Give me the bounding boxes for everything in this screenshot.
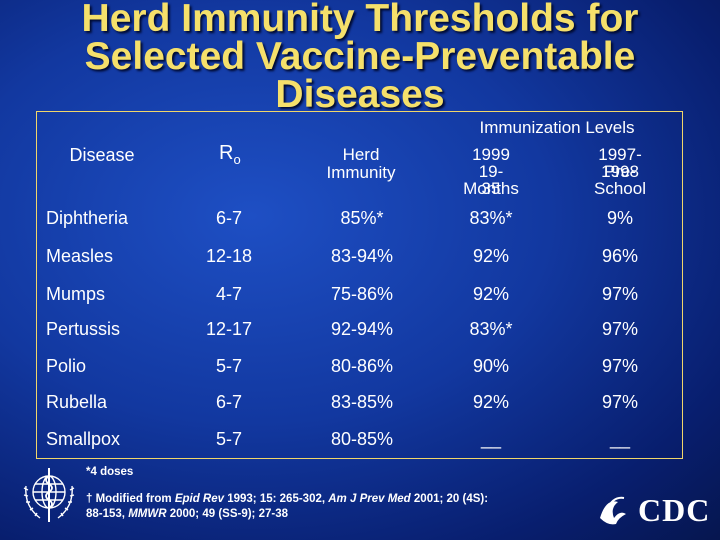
row-herd-immunity-value: 80-86% xyxy=(330,356,394,376)
footnote-doses: *4 doses xyxy=(86,466,134,478)
row-herd-immunity-value: 83-94% xyxy=(330,246,394,266)
cdc-logo-text: CDC xyxy=(638,492,711,528)
title-line-3: Diseases xyxy=(275,73,445,116)
title-line-1: Herd Immunity Thresholds for xyxy=(81,0,639,40)
cdc-logo-icon xyxy=(600,496,626,525)
row-disease-name: Polio xyxy=(46,356,87,376)
row-1997-coverage-value: 96% xyxy=(601,246,639,266)
row-1999-coverage-value: 92% xyxy=(472,246,510,266)
row-1999-coverage-value: 90% xyxy=(472,356,510,376)
row-herd-immunity-value: 92-94% xyxy=(330,319,394,339)
row-1999-coverage-value: 92% xyxy=(472,284,510,304)
title-line-2: Selected Vaccine-Preventable xyxy=(84,35,636,78)
row-1997-coverage-value: 9% xyxy=(606,208,634,228)
slide-title: Herd Immunity Thresholds for Selected Va… xyxy=(0,0,720,114)
row-disease-name: Mumps xyxy=(46,284,106,304)
row-1997-coverage-value: 97% xyxy=(601,319,639,339)
who-emblem-icon xyxy=(23,468,75,522)
row-r0-value: 12-18 xyxy=(205,246,253,266)
row-1999-coverage-value: 92% xyxy=(472,392,510,412)
row-1997-coverage-value: 97% xyxy=(601,392,639,412)
row-r0-value: 12-17 xyxy=(205,319,253,339)
row-disease-name: Rubella xyxy=(46,392,108,412)
row-disease-name: Pertussis xyxy=(46,319,121,339)
row-herd-immunity-value: 83-85% xyxy=(330,392,394,412)
table-frame xyxy=(36,111,683,459)
row-disease-name: Diphtheria xyxy=(46,208,129,228)
row-r0-value: 5-7 xyxy=(215,356,243,376)
row-herd-immunity-value: 80-85% xyxy=(330,429,394,449)
row-1997-coverage-value: __ xyxy=(609,429,631,449)
row-disease-name: Smallpox xyxy=(46,429,121,449)
footnote-source-line1: † Modified from Epid Rev 1993; 15: 265-3… xyxy=(86,493,489,505)
row-r0-value: 6-7 xyxy=(215,208,243,228)
header-immunization-levels: Immunization Levels xyxy=(479,118,635,137)
row-disease-name: Measles xyxy=(46,246,114,266)
row-1997-coverage-value: 97% xyxy=(601,356,639,376)
row-r0-value: 6-7 xyxy=(215,392,243,412)
row-1999-coverage-value: 83%* xyxy=(469,319,513,339)
footnote-source-line2: 88-153, MMWR 2000; 49 (SS-9); 27-38 xyxy=(86,508,288,520)
row-1997-coverage-value: 97% xyxy=(601,284,639,304)
row-1999-coverage-value: __ xyxy=(480,429,502,449)
row-r0-value: 5-7 xyxy=(215,429,243,449)
row-1999-coverage-value: 83%* xyxy=(469,208,513,228)
row-r0-value: 4-7 xyxy=(215,284,243,304)
row-herd-immunity-value: 75-86% xyxy=(330,284,394,304)
row-herd-immunity-value: 85%* xyxy=(340,208,384,228)
